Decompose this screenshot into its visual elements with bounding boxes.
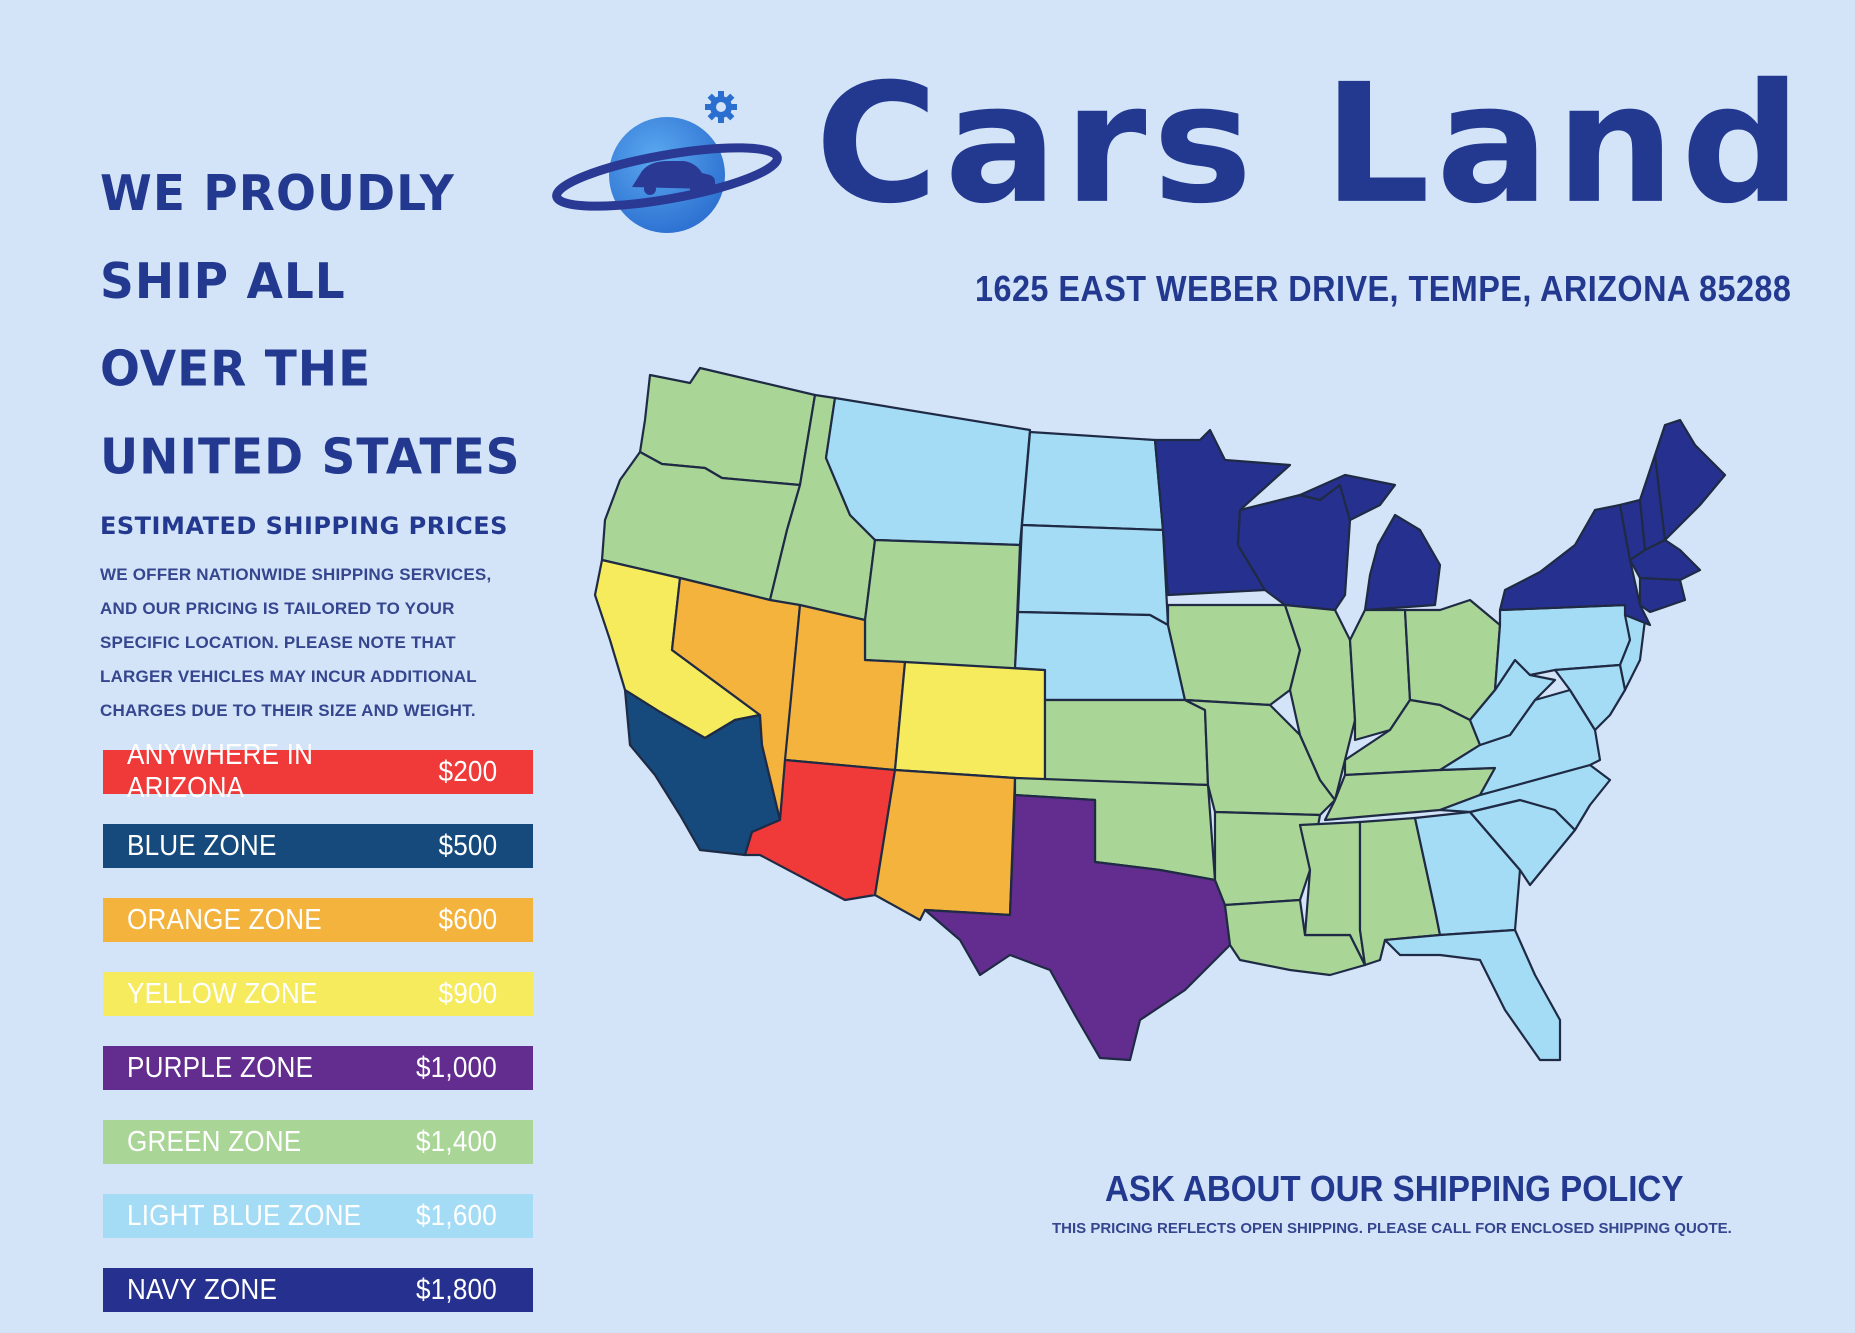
us-zone-map [593,366,1727,1062]
map-states [593,366,1727,1062]
zone-row-navy: NAVY ZONE $1,800 [103,1268,533,1312]
zone-name: PURPLE ZONE [127,1051,314,1084]
zone-name: YELLOW ZONE [127,977,318,1010]
state-michigan [1298,473,1442,612]
zone-price: $900 [438,977,497,1010]
zone-row-orange: ORANGE ZONE $600 [103,898,533,942]
gear-icon [705,91,737,123]
zone-name: BLUE ZONE [127,829,277,862]
zone-price: $200 [438,755,497,788]
policy-title: ASK ABOUT OUR SHIPPING POLICY [1105,1168,1684,1209]
headline-line: OVER THE [100,340,372,399]
policy-note: THIS PRICING REFLECTS OPEN SHIPPING. PLE… [1052,1220,1732,1237]
state-nevada [670,576,802,822]
brand-name: Cars Land [815,47,1808,241]
car-icon [632,161,716,189]
headline-line: SHIP ALL [100,252,346,311]
state-iowa [1166,603,1302,707]
state-north-dakota [1020,430,1165,532]
state-louisiana [1223,898,1367,977]
state-wyoming [863,538,1022,672]
orbit-ring-icon [552,143,782,211]
headline-line: UNITED STATES [100,428,521,487]
zone-name: ORANGE ZONE [127,903,322,936]
zone-row-purple: PURPLE ZONE $1,000 [103,1046,533,1090]
state-texas [923,793,1232,1062]
zone-name: NAVY ZONE [127,1273,278,1306]
zone-row-green: GREEN ZONE $1,400 [103,1120,533,1164]
state-south-dakota [1016,523,1170,627]
zone-price: $1,800 [416,1273,497,1306]
pricing-description: WE OFFER NATIONWIDE SHIPPING SERVICES, A… [100,565,492,720]
pricing-heading: ESTIMATED SHIPPING PRICES [100,512,508,540]
zone-row-blue: BLUE ZONE $500 [103,824,533,868]
state-montana [824,396,1032,547]
brand-address: 1625 EAST WEBER DRIVE, TEMPE, ARIZONA 85… [975,268,1792,309]
state-missouri [1183,698,1337,817]
headline-line: WE PROUDLY [100,164,455,223]
state-maine [1653,418,1727,542]
zone-price: $1,000 [416,1051,497,1084]
zone-price: $1,400 [416,1125,497,1158]
zone-row-yellow: YELLOW ZONE $900 [103,972,533,1016]
state-florida [1383,928,1562,1062]
headline: WE PROUDLY SHIP ALL OVER THE UNITED STAT… [100,150,540,502]
zone-name: LIGHT BLUE ZONE [127,1199,362,1232]
zone-price: $1,600 [416,1199,497,1232]
state-kansas [1043,698,1210,787]
state-maryland-delaware [1553,663,1627,732]
state-connecticut-rhode-island [1638,576,1687,614]
planet-car-icon [552,91,782,233]
zone-name: ANYWHERE IN ARIZONA [127,739,314,804]
zone-price: $600 [438,903,497,936]
zone-row-light-blue: LIGHT BLUE ZONE $1,600 [103,1194,533,1238]
state-colorado [893,660,1047,782]
zone-row-arizona: ANYWHERE IN ARIZONA $200 [103,739,533,804]
zone-price: $500 [438,829,497,862]
zone-name: GREEN ZONE [127,1125,302,1158]
state-new-mexico [873,768,1017,922]
